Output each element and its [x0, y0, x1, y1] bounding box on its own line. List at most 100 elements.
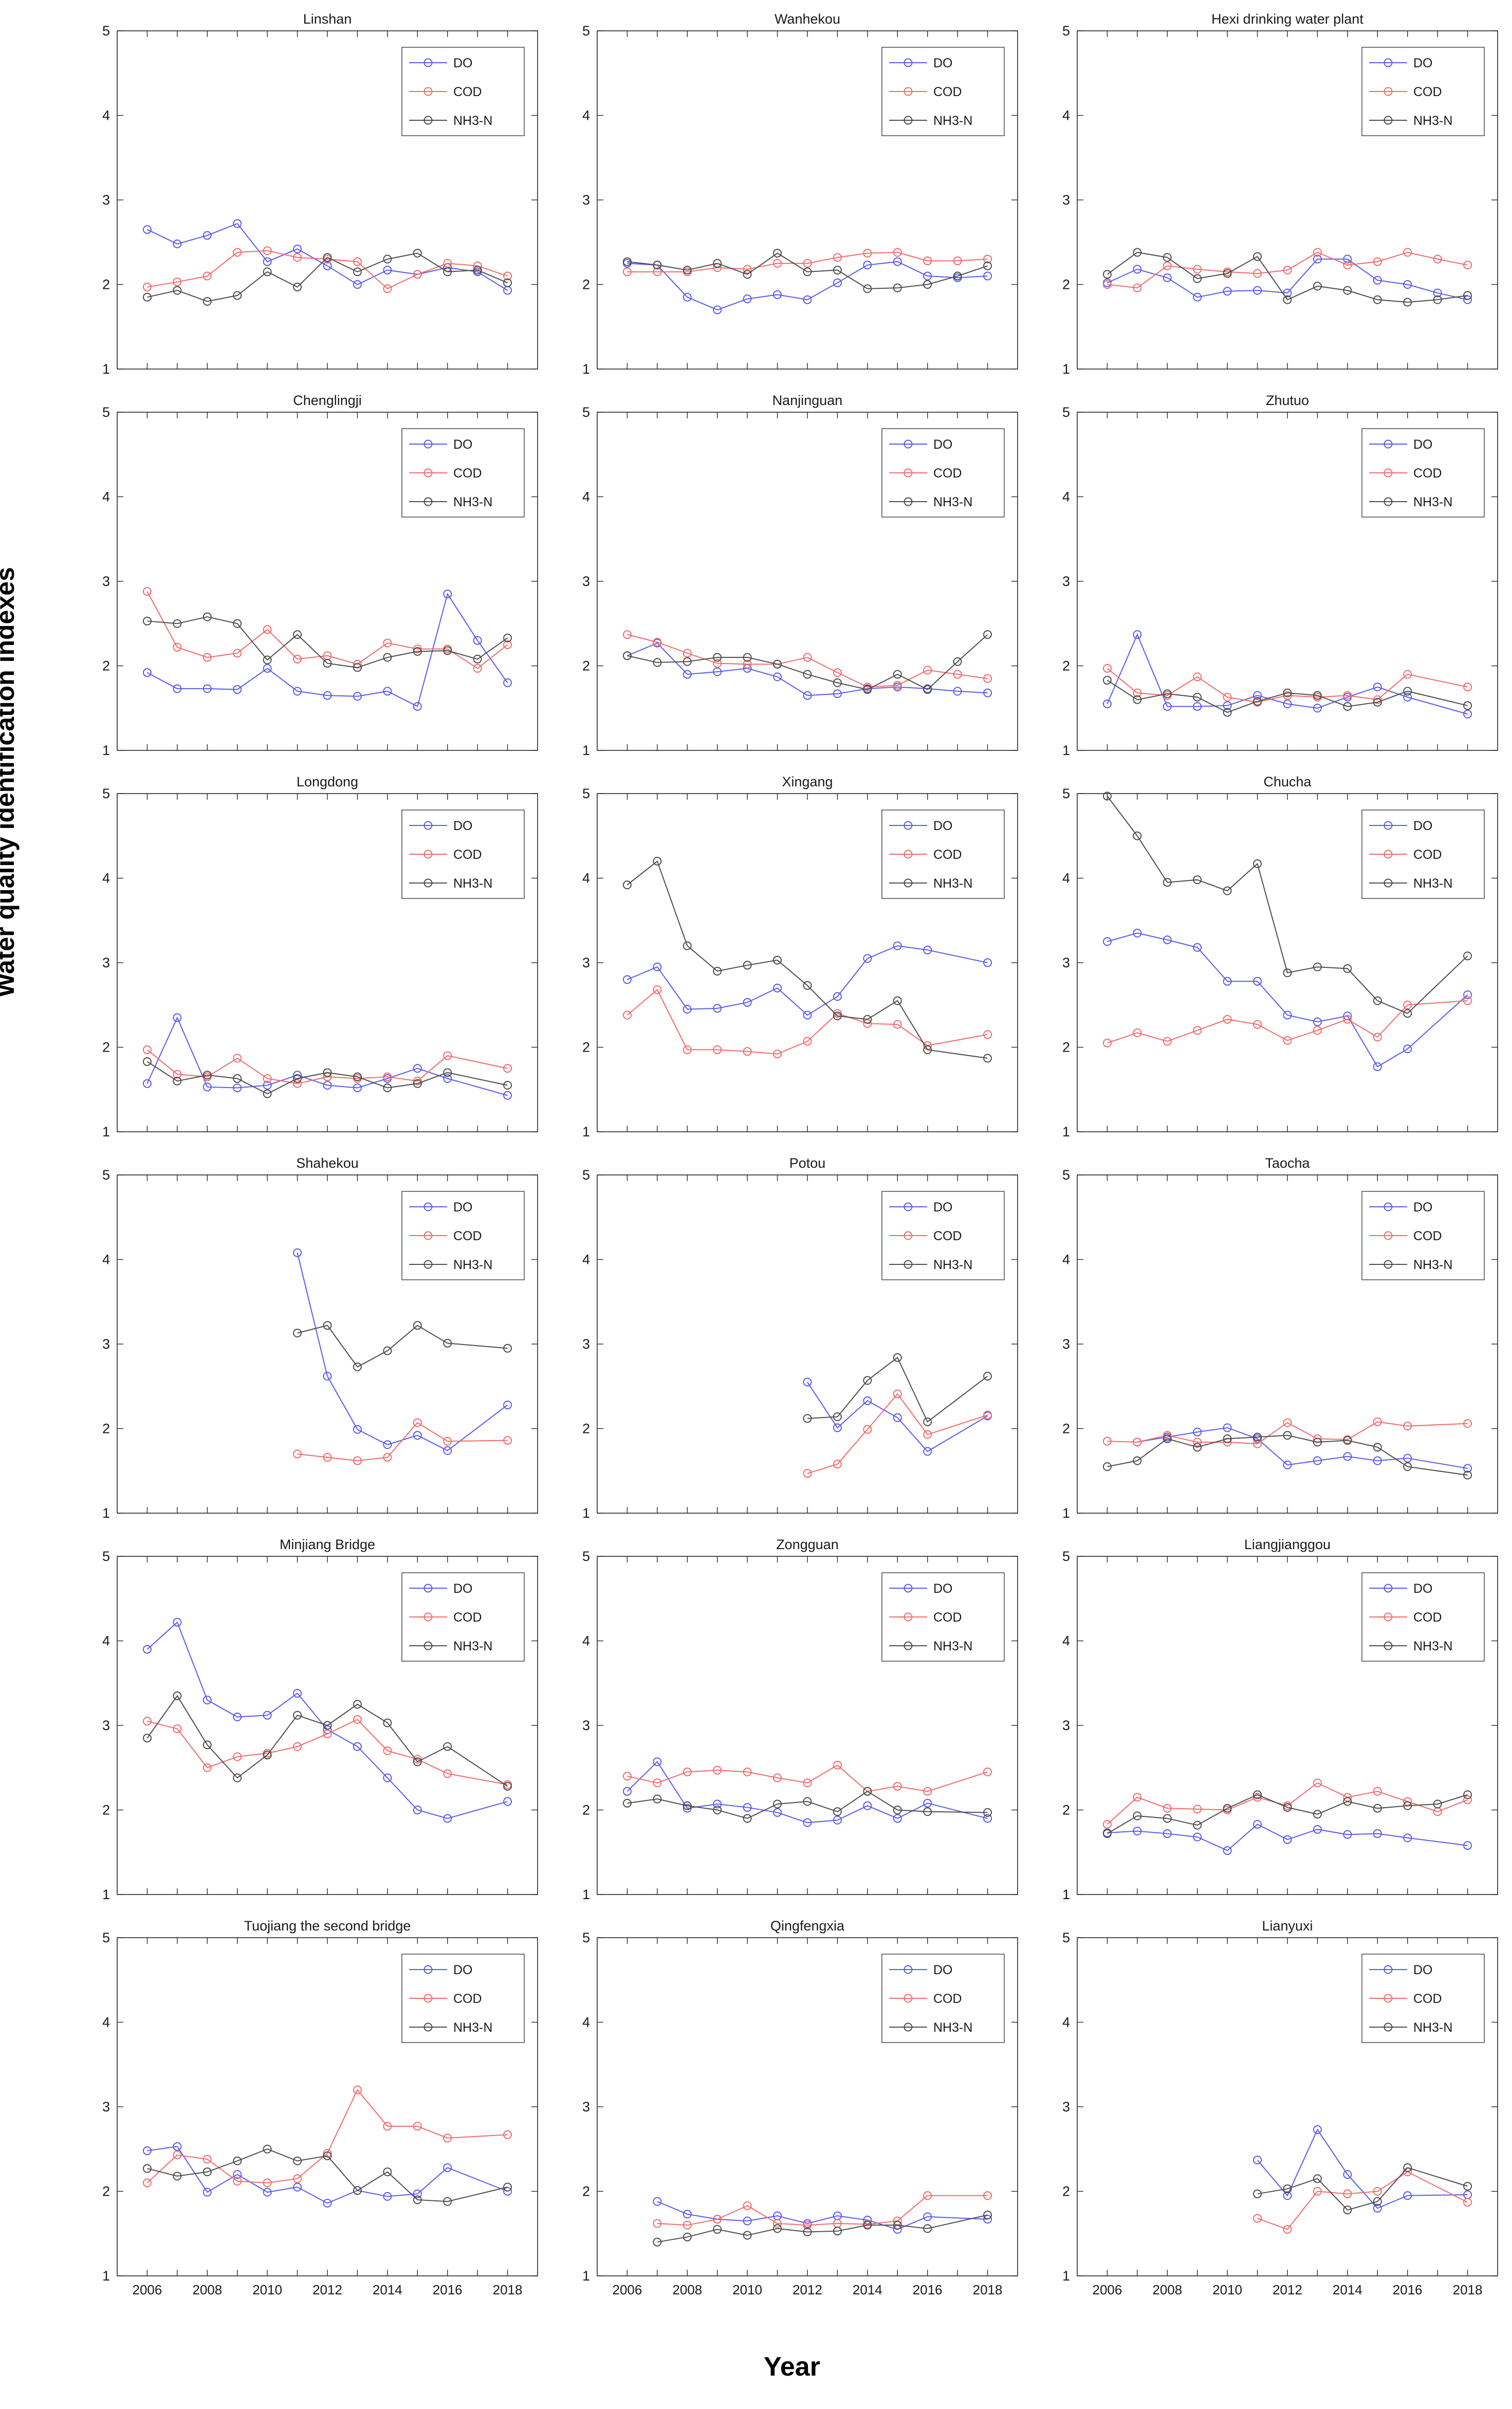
data-point-cod: [622, 1772, 632, 1781]
series-line-nh3-n: [146, 1061, 508, 1095]
data-point-nh3-n: [1403, 298, 1412, 307]
data-point-cod: [1163, 1037, 1172, 1046]
data-point-do: [173, 1013, 182, 1022]
series-line-do: [657, 2201, 988, 2230]
data-point-nh3-n: [1102, 270, 1112, 279]
data-point-cod: [413, 645, 422, 654]
data-point-nh3-n: [713, 966, 722, 976]
data-point-cod: [323, 1729, 332, 1738]
data-point-cod: [833, 1009, 842, 1018]
data-point-cod: [653, 2219, 662, 2228]
x-tick-label: 2010: [732, 2282, 762, 2297]
data-point-nh3-n: [1253, 1790, 1262, 1799]
x-tick-label: 2012: [312, 2282, 342, 2297]
data-point-do: [1373, 683, 1382, 692]
data-point-cod: [413, 1418, 422, 1427]
data-point-do: [893, 941, 902, 950]
data-point-nh3-n: [1463, 701, 1472, 710]
data-point-do: [1223, 1846, 1232, 1855]
data-point-do: [323, 691, 332, 700]
data-point-nh3-n: [773, 955, 782, 965]
y-tick-label: 3: [1062, 955, 1070, 970]
data-point-nh3-n: [353, 1072, 362, 1081]
data-point-cod: [142, 1045, 152, 1054]
data-point-nh3-n: [743, 270, 752, 279]
data-point-do: [202, 2187, 212, 2197]
legend-label-nh3-n: NH3-N: [453, 1258, 492, 1272]
x-tick-label: 2014: [1333, 2282, 1362, 2297]
data-point-do: [1343, 1830, 1352, 1839]
data-point-do: [1283, 1010, 1292, 1020]
x-tick-label: 2006: [1093, 2282, 1122, 2297]
y-tick-label: 4: [1062, 871, 1070, 886]
data-point-nh3-n: [202, 1071, 212, 1080]
data-point-cod: [202, 271, 212, 281]
data-point-nh3-n: [293, 282, 302, 291]
data-point-nh3-n: [1373, 2197, 1382, 2206]
data-point-do: [202, 1082, 212, 1092]
y-tick-label: 2: [582, 1040, 590, 1055]
y-tick-label: 2: [102, 1040, 110, 1055]
data-point-do: [833, 689, 842, 698]
subplot-lianyuxi: Lianyuxi 1 2 3 4 5 2006 2008 2010 2012 2014 2016 201…: [1032, 1916, 1512, 2297]
data-point-do: [1313, 1456, 1322, 1465]
data-point-nh3-n: [653, 658, 662, 667]
data-point-do: [503, 1400, 512, 1409]
legend-label-do: DO: [933, 1963, 953, 1977]
data-point-cod: [953, 256, 962, 265]
data-point-cod: [353, 2085, 362, 2094]
data-point-do: [293, 2182, 302, 2192]
subplot-shahekou: Shahekou 1 2 3 4 5 DO COD NH3-N: [72, 1153, 552, 1535]
data-point-nh3-n: [503, 2182, 512, 2192]
y-tick-label: 4: [102, 871, 110, 886]
y-tick-label: 5: [1062, 1930, 1070, 1945]
data-point-nh3-n: [893, 1353, 902, 1362]
data-point-nh3-n: [323, 659, 332, 668]
legend-label-do: DO: [933, 819, 953, 833]
data-point-nh3-n: [622, 1798, 632, 1808]
y-tick-label: 1: [102, 1887, 110, 1902]
data-point-nh3-n: [773, 1799, 782, 1809]
x-tick-label: 2008: [672, 2282, 702, 2297]
legend: DO COD NH3-N: [401, 1954, 525, 2043]
y-tick-label: 3: [582, 574, 590, 589]
data-point-nh3-n: [893, 1806, 902, 1814]
data-point-nh3-n: [803, 1414, 812, 1423]
data-point-cod: [263, 1074, 272, 1083]
data-point-nh3-n: [263, 267, 272, 277]
subplot-minjiang-bridge: Minjiang Bridge 1 2 3 4 5 DO COD NH3-N: [72, 1535, 552, 1916]
data-point-nh3-n: [743, 2231, 752, 2240]
y-tick-label: 5: [582, 786, 590, 801]
legend-label-cod: COD: [453, 848, 482, 862]
chart-title: Chucha: [1263, 774, 1312, 789]
data-point-nh3-n: [1223, 886, 1232, 895]
data-point-nh3-n: [202, 297, 212, 306]
y-tick-label: 1: [582, 743, 590, 758]
data-point-nh3-n: [1373, 1804, 1382, 1813]
series-line-do: [1137, 1427, 1468, 1469]
series-line-cod: [807, 1393, 988, 1474]
data-point-cod: [953, 670, 962, 679]
data-point-do: [803, 1010, 812, 1020]
subplot-qingfengxia: Qingfengxia 1 2 3 4 5 2006 2008 2010 2012 2014 2016…: [552, 1916, 1032, 2297]
data-point-cod: [1433, 254, 1442, 264]
data-point-cod: [503, 1436, 512, 1445]
data-point-cod: [142, 282, 152, 291]
legend-label-nh3-n: NH3-N: [933, 114, 972, 128]
legend-label-cod: COD: [453, 1992, 482, 2006]
y-tick-label: 2: [1062, 2184, 1070, 2199]
data-point-cod: [263, 2178, 272, 2187]
data-point-do: [713, 667, 722, 676]
data-point-nh3-n: [383, 2167, 392, 2177]
legend: DO COD NH3-N: [401, 810, 525, 899]
legend-label-nh3-n: NH3-N: [1413, 2020, 1452, 2035]
data-point-nh3-n: [1133, 1811, 1142, 1820]
data-point-cod: [293, 1742, 302, 1751]
data-point-do: [653, 2197, 662, 2206]
data-point-nh3-n: [353, 267, 362, 277]
data-point-nh3-n: [983, 630, 992, 639]
data-point-do: [1283, 700, 1292, 709]
data-point-do: [413, 1806, 422, 1814]
data-point-nh3-n: [1433, 1799, 1442, 1809]
data-point-do: [863, 1396, 872, 1405]
